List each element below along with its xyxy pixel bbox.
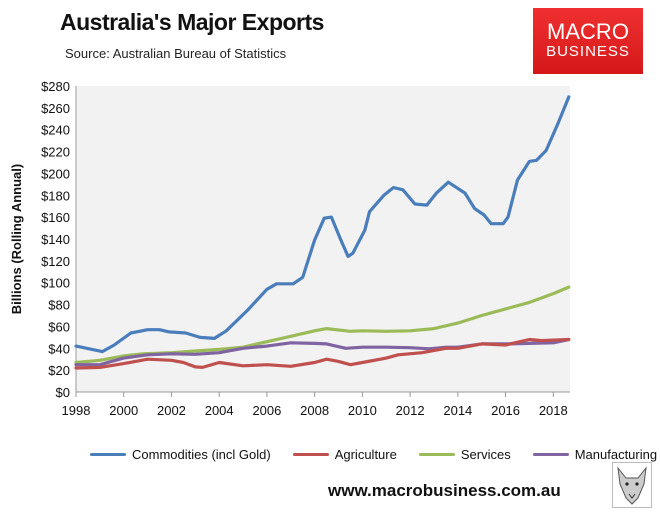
x-tick-label: 2012: [396, 403, 425, 418]
series-line-agriculture: [74, 337, 571, 370]
x-tick-label: 2008: [300, 403, 329, 418]
y-tick-label: $240: [41, 123, 70, 138]
y-tick-label: $20: [48, 363, 70, 378]
y-axis-label: Billions (Rolling Annual): [9, 164, 24, 314]
legend-item: Agriculture: [292, 447, 397, 462]
chart-title: Australia's Major Exports: [60, 9, 324, 35]
legend-swatch: [532, 453, 569, 456]
line-chart: $0 $20 $40 $60 $80 $100 $120 $140 $160 $180 $200 $2…: [9, 79, 571, 418]
y-tick-label: $80: [48, 298, 70, 313]
legend-item: Services: [418, 447, 511, 462]
x-tick-label: 2004: [205, 403, 234, 418]
y-tick-label: $140: [41, 232, 70, 247]
x-tick-label: 2014: [443, 403, 472, 418]
x-tick-label: 2016: [491, 403, 520, 418]
logo-line2: BUSINESS: [546, 43, 630, 60]
legend-label: Services: [460, 447, 511, 462]
macrobusiness-logo: MACRO BUSINESS: [533, 8, 643, 74]
y-tick-label: $280: [41, 79, 70, 94]
chart-source: Source: Australian Bureau of Statistics: [65, 46, 287, 61]
legend-item: Commodities (incl Gold): [90, 447, 271, 462]
legend-label: Agriculture: [334, 447, 397, 462]
chart-legend: Commodities (incl Gold) Agriculture Servic…: [90, 447, 657, 462]
series-line-commodities-incl-gold: [74, 95, 571, 354]
legend-label: Manufacturing: [574, 447, 658, 462]
plot-area: [76, 86, 570, 392]
y-tick-label: $180: [41, 188, 70, 203]
y-tick-label: $100: [41, 276, 70, 291]
y-tick-label: $0: [56, 385, 70, 400]
x-tick-label: 2000: [109, 403, 138, 418]
legend-swatch: [418, 453, 455, 456]
legend-swatch: [292, 453, 329, 456]
y-tick-label: $120: [41, 254, 70, 269]
x-tick-label: 1998: [62, 403, 91, 418]
x-tick-label: 2018: [539, 403, 568, 418]
legend-swatch: [90, 453, 126, 456]
y-tick-label: $200: [41, 166, 70, 181]
logo-line1: MACRO: [547, 19, 629, 44]
y-tick-label: $160: [41, 210, 70, 225]
wolf-logo-icon: [612, 462, 652, 508]
x-tick-label: 2006: [252, 403, 281, 418]
x-tick-label: 2002: [157, 403, 186, 418]
x-tick-label: 2010: [348, 403, 377, 418]
y-tick-label: $60: [48, 319, 70, 334]
legend-label: Commodities (incl Gold): [132, 447, 271, 462]
website-url: www.macrobusiness.com.au: [328, 481, 561, 500]
y-tick-label: $220: [41, 145, 70, 160]
y-tick-label: $260: [41, 101, 70, 116]
y-tick-label: $40: [48, 341, 70, 356]
legend-item: Manufacturing: [532, 447, 658, 462]
